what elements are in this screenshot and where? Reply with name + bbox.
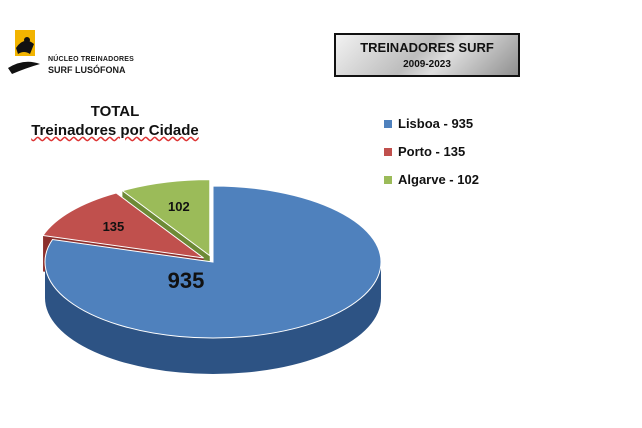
legend-swatch: [384, 176, 392, 184]
header-subtitle: 2009-2023: [403, 59, 451, 70]
header-title: TREINADORES SURF: [360, 40, 494, 55]
pie-slice-lisboa: [44, 185, 382, 339]
pie-slice-algarve: [121, 179, 211, 257]
logo: NÚCLEO TREINADORES SURF LUSÓFONA: [6, 28, 166, 80]
data-label-algarve: 102: [168, 199, 190, 214]
data-label-porto: 135: [103, 219, 125, 234]
header-box: TREINADORES SURF 2009-2023: [334, 33, 520, 77]
logo-line2: SURF LUSÓFONA: [48, 65, 126, 75]
chart-subtitle: Treinadores por Cidade: [31, 122, 199, 139]
legend-swatch: [384, 148, 392, 156]
legend-label: Algarve - 102: [398, 172, 479, 187]
logo-line1: NÚCLEO TREINADORES: [48, 56, 135, 63]
legend-swatch: [384, 120, 392, 128]
pie-slice-side-lisboa: [45, 262, 381, 374]
chart-title: TOTAL: [90, 103, 140, 120]
legend-label: Lisboa - 935: [398, 116, 474, 131]
pie-slice-porto: [42, 192, 204, 259]
surfer-logo-icon: [8, 30, 40, 74]
chart-title-block: TOTAL Treinadores por Cidade: [20, 102, 210, 140]
legend-label: Porto - 135: [398, 144, 466, 159]
data-label-lisboa: 935: [168, 268, 205, 293]
